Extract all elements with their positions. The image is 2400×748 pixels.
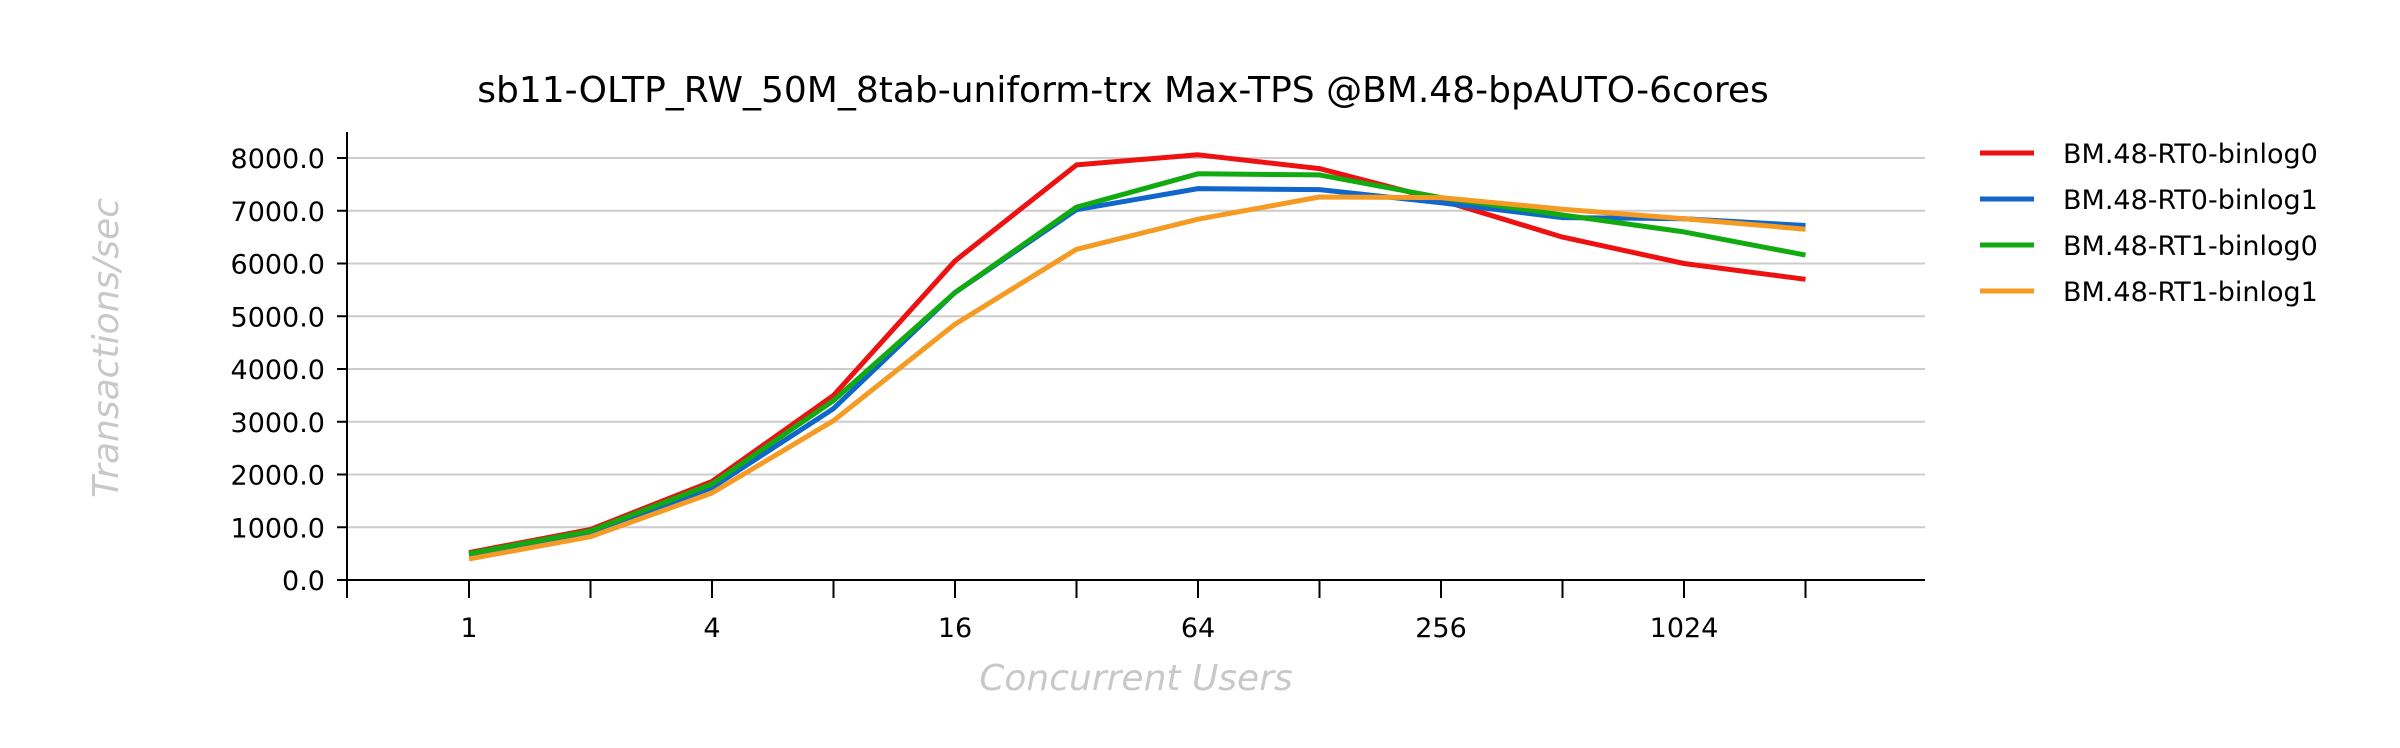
- chart-title: sb11-OLTP_RW_50M_8tab-uniform-trx Max-TP…: [477, 70, 1768, 111]
- y-tick-label: 6000.0: [231, 250, 325, 281]
- x-tick-label: 256: [1415, 613, 1467, 644]
- y-tick-label: 0.0: [282, 566, 325, 597]
- y-tick-label: 8000.0: [231, 144, 325, 175]
- series-line-BM.48-RT1-binlog0: [468, 171, 1806, 557]
- series-lines: [468, 152, 1806, 562]
- legend-item: BM.48-RT1-binlog1: [1980, 277, 2318, 308]
- y-tick-label: 7000.0: [231, 197, 325, 228]
- y-tick-label: 2000.0: [231, 461, 325, 492]
- legend-item: BM.48-RT1-binlog0: [1980, 231, 2318, 262]
- x-tick-label: 1024: [1650, 613, 1719, 644]
- x-tick-label: 16: [938, 613, 972, 644]
- x-tick-label: 1: [460, 613, 477, 644]
- y-tick-label: 5000.0: [231, 302, 325, 333]
- y-axis-ticks: 0.0 1000.0 2000.0 3000.0 4000.0 5000.0 6000.0 7…: [231, 144, 347, 597]
- y-axis-label: Transactions/sec: [86, 198, 127, 498]
- x-tick-label: 64: [1181, 613, 1215, 644]
- y-tick-label: 1000.0: [231, 513, 325, 544]
- x-axis-ticks: 1 4 16 64 256 1024: [346, 580, 1807, 644]
- legend: BM.48-RT0-binlog0 BM.48-RT0-binlog1 BM.48-…: [1980, 139, 2318, 308]
- legend-label: BM.48-RT0-binlog1: [2063, 185, 2318, 216]
- y-tick-label: 3000.0: [231, 408, 325, 439]
- legend-label: BM.48-RT0-binlog0: [2063, 139, 2318, 170]
- grid: [347, 157, 1925, 529]
- x-tick-label: 4: [703, 613, 720, 644]
- legend-label: BM.48-RT1-binlog1: [2063, 277, 2318, 308]
- legend-item: BM.48-RT0-binlog0: [1980, 139, 2318, 170]
- legend-label: BM.48-RT1-binlog0: [2063, 231, 2318, 262]
- y-tick-label: 4000.0: [231, 355, 325, 386]
- legend-item: BM.48-RT0-binlog1: [1980, 185, 2318, 216]
- series-line-BM.48-RT1-binlog1: [468, 194, 1806, 562]
- x-axis-label: Concurrent Users: [979, 658, 1293, 699]
